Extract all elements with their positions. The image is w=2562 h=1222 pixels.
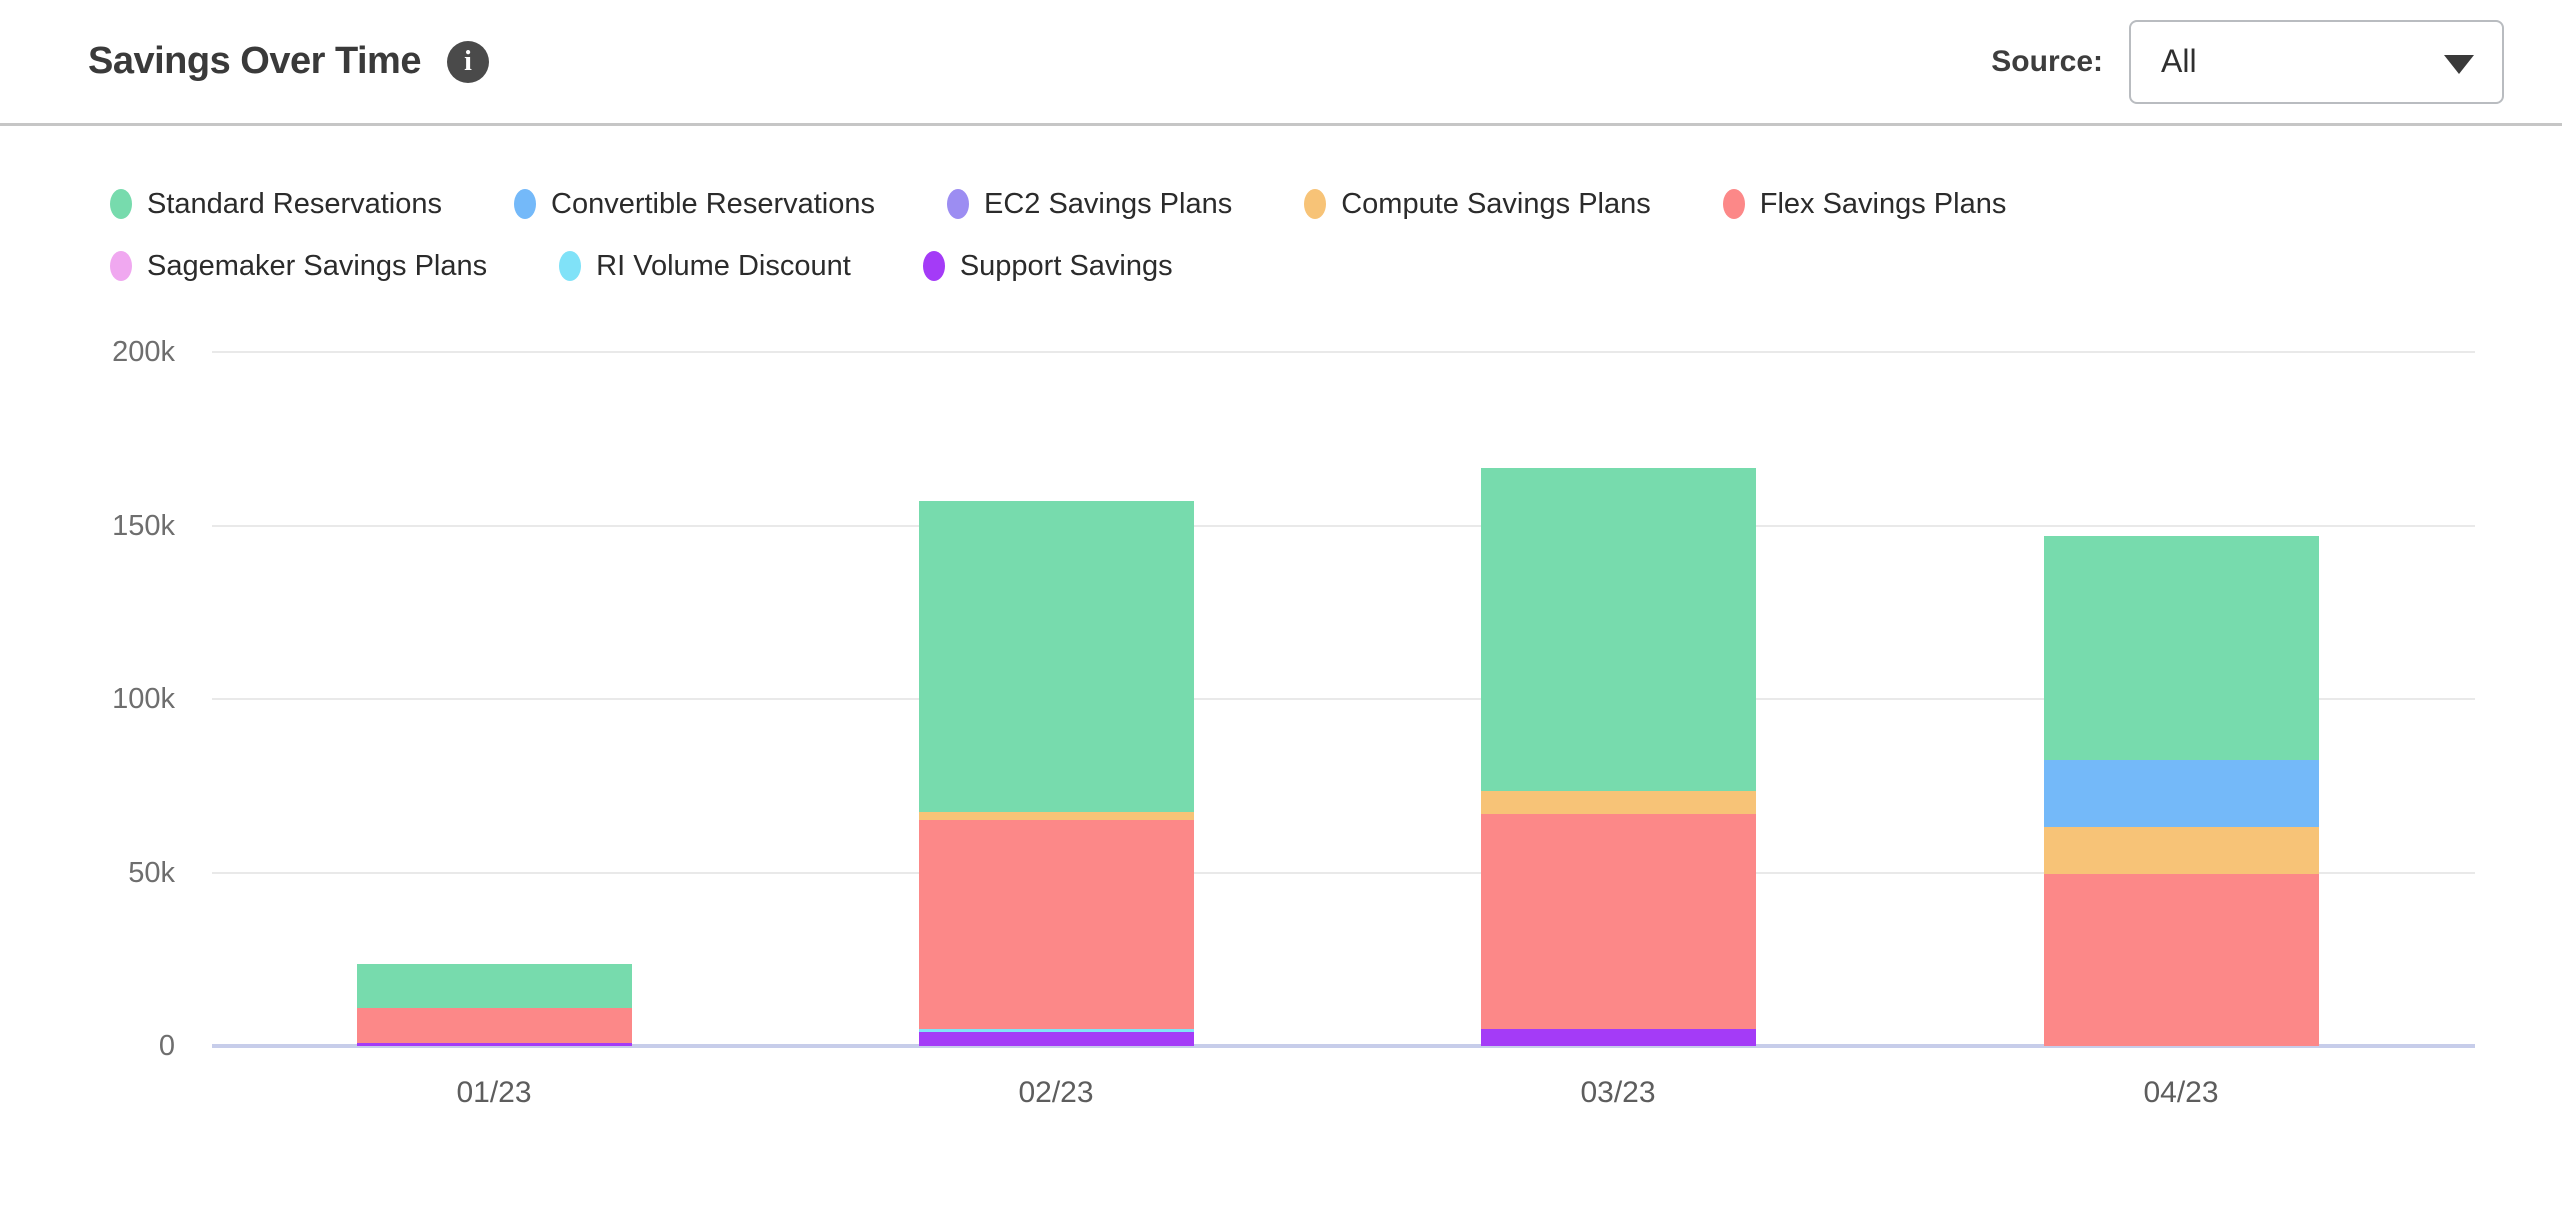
bar-segment-standard-reservations[interactable] — [1480, 468, 1756, 791]
source-label: Source: — [1991, 44, 2103, 78]
bar-segment-flex-savings-plans[interactable] — [1480, 813, 1756, 1029]
x-axis-label-02/23: 02/23 — [1018, 1076, 1094, 1109]
legend-dot — [946, 189, 969, 219]
bar-segment-support-savings[interactable] — [1480, 1028, 1756, 1046]
bar-01/23 — [356, 330, 632, 1046]
chevron-down-icon — [2444, 54, 2474, 74]
gridline-50k — [212, 871, 2475, 874]
y-tick-label-50k: 50k — [128, 856, 175, 889]
savings-chart: 0 50k 100k 150k 200k 01/23 02/23 03/23 04/23 — [0, 330, 2562, 1190]
source-dropdown-value: All — [2161, 43, 2197, 79]
bar-segment-flex-savings-plans[interactable] — [918, 820, 1194, 1029]
page-title: Savings Over Time — [88, 40, 421, 82]
legend-dot — [922, 251, 945, 281]
legend-dot — [110, 189, 132, 219]
bar-segment-standard-reservations[interactable] — [2043, 535, 2319, 760]
bar-segment-flex-savings-plans[interactable] — [356, 1007, 632, 1043]
chart-legend: Standard Reservations Convertible Reserva… — [110, 186, 2350, 310]
bar-segment-ri-volume-discount[interactable] — [918, 1028, 1194, 1033]
y-tick-label-0: 0 — [158, 1030, 175, 1062]
bar-02/23 — [918, 330, 1194, 1046]
gridline-200k — [212, 351, 2475, 353]
bar-segment-standard-reservations[interactable] — [918, 501, 1194, 812]
source-dropdown[interactable]: All — [2129, 19, 2504, 104]
bar-03/23 — [1480, 330, 1756, 1046]
source-control: Source: All — [1991, 19, 2504, 104]
chart-header: Savings Over Time i Source: All — [0, 0, 2562, 126]
legend-item-label: RI Volume Discount — [596, 249, 851, 282]
y-tick-label-150k: 150k — [112, 509, 175, 542]
bar-segment-compute-savings-plans[interactable] — [2043, 827, 2319, 875]
legend-item-label: Sagemaker Savings Plans — [147, 249, 488, 282]
bar-segment-convertible-reservations[interactable] — [2043, 759, 2319, 828]
legend-dot — [514, 189, 536, 219]
gridline-150k — [212, 524, 2475, 527]
legend-dot — [1722, 189, 1745, 219]
bar-segment-support-savings[interactable] — [918, 1032, 1194, 1046]
legend-item-4[interactable]: Compute Savings Plans — [1304, 186, 1651, 222]
legend-item-6[interactable]: Sagemaker Savings Plans — [110, 248, 487, 284]
legend-item-5[interactable]: Flex Savings Plans — [1722, 186, 2007, 222]
y-tick-label-200k: 200k — [112, 336, 175, 368]
bar-segment-support-savings[interactable] — [356, 1042, 632, 1046]
legend-item-3[interactable]: EC2 Savings Plans — [946, 186, 1233, 222]
legend-item-label: Convertible Reservations — [551, 187, 875, 220]
x-axis-label-01/23: 01/23 — [456, 1076, 532, 1109]
legend-item-label: Compute Savings Plans — [1341, 187, 1651, 220]
legend-item-8[interactable]: Support Savings — [922, 248, 1173, 284]
legend-item-2[interactable]: Convertible Reservations — [514, 186, 875, 222]
bar-segment-standard-reservations[interactable] — [356, 964, 632, 1008]
legend-item-label: Support Savings — [959, 249, 1173, 282]
legend-item-label: Flex Savings Plans — [1759, 187, 2007, 220]
bar-segment-compute-savings-plans[interactable] — [1480, 790, 1756, 814]
legend-dot — [559, 251, 582, 281]
bar-segment-compute-savings-plans[interactable] — [918, 811, 1194, 821]
x-axis-label-04/23: 04/23 — [2143, 1076, 2219, 1109]
x-axis-label-03/23: 03/23 — [1580, 1076, 1656, 1109]
legend-item-label: Standard Reservations — [147, 187, 442, 220]
info-icon[interactable]: i — [446, 40, 489, 83]
legend-dot — [1304, 189, 1327, 219]
gridline-100k — [212, 698, 2475, 700]
bar-segment-flex-savings-plans[interactable] — [2043, 874, 2319, 1046]
legend-item-1[interactable]: Standard Reservations — [110, 186, 442, 222]
legend-dot — [110, 251, 132, 281]
x-axis-line — [212, 1044, 2475, 1048]
y-tick-label-100k: 100k — [112, 683, 175, 715]
bar-04/23 — [2043, 330, 2319, 1046]
legend-item-7[interactable]: RI Volume Discount — [559, 248, 851, 284]
legend-item-label: EC2 Savings Plans — [983, 187, 1233, 220]
